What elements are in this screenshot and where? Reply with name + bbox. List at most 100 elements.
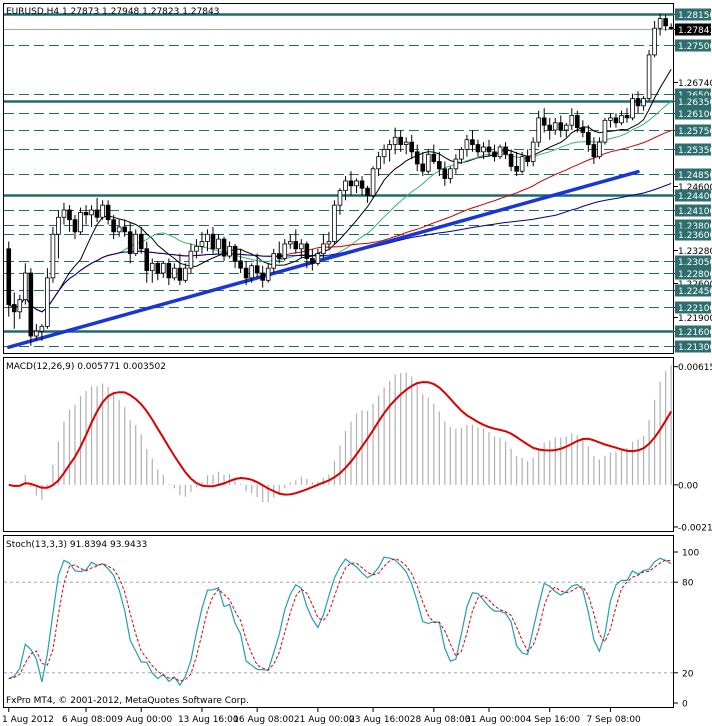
bearish-candle[interactable] (127, 231, 133, 255)
bearish-candle[interactable] (514, 165, 519, 172)
bearish-candle[interactable] (541, 117, 547, 126)
bearish-candle[interactable] (409, 141, 415, 153)
bearish-candle[interactable] (105, 204, 111, 221)
bullish-candle[interactable] (287, 241, 293, 245)
bullish-candle[interactable] (464, 139, 470, 150)
bearish-candle[interactable] (310, 258, 315, 264)
bullish-candle[interactable] (387, 144, 392, 150)
bullish-candle[interactable] (403, 141, 409, 145)
bullish-candle[interactable] (552, 122, 558, 131)
bearish-candle[interactable] (304, 243, 310, 259)
bullish-candle[interactable] (370, 168, 376, 196)
bullish-candle[interactable] (453, 158, 459, 170)
bullish-candle[interactable] (216, 238, 221, 250)
bearish-candle[interactable] (232, 245, 238, 262)
bearish-candle[interactable] (144, 248, 150, 271)
bullish-candle[interactable] (608, 117, 613, 121)
bullish-candle[interactable] (630, 98, 635, 119)
bullish-candle[interactable] (50, 233, 56, 279)
bullish-candle[interactable] (563, 124, 569, 131)
bullish-candle[interactable] (133, 233, 139, 255)
bullish-candle[interactable] (425, 153, 431, 172)
bearish-candle[interactable] (254, 265, 260, 274)
bearish-candle[interactable] (586, 132, 591, 145)
bullish-candle[interactable] (321, 243, 326, 255)
bullish-candle[interactable] (161, 262, 166, 274)
bearish-candle[interactable] (613, 117, 619, 124)
bearish-candle[interactable] (668, 26, 674, 30)
price-pane[interactable] (3, 3, 674, 354)
trend-line[interactable] (7, 169, 640, 349)
bullish-candle[interactable] (459, 149, 464, 160)
bearish-candle[interactable] (508, 153, 514, 167)
bearish-candle[interactable] (486, 146, 492, 153)
bearish-candle[interactable] (503, 146, 508, 155)
bullish-candle[interactable] (56, 216, 61, 235)
bearish-candle[interactable] (260, 272, 265, 281)
bullish-candle[interactable] (381, 149, 387, 158)
bullish-candle[interactable] (23, 272, 28, 301)
bullish-candle[interactable] (17, 299, 23, 313)
bullish-candle[interactable] (481, 146, 486, 153)
bearish-candle[interactable] (575, 115, 580, 129)
bullish-candle[interactable] (100, 204, 105, 218)
bullish-candle[interactable] (315, 253, 321, 264)
bearish-candle[interactable] (547, 124, 553, 131)
stoch-pane[interactable] (3, 535, 674, 708)
bullish-candle[interactable] (641, 98, 646, 107)
bullish-candle[interactable] (45, 277, 50, 327)
bearish-candle[interactable] (138, 233, 144, 250)
bullish-candle[interactable] (448, 168, 453, 179)
bullish-candle[interactable] (271, 253, 277, 269)
bearish-candle[interactable] (276, 253, 282, 259)
bullish-candle[interactable] (536, 117, 541, 143)
bullish-candle[interactable] (116, 226, 122, 233)
bullish-candle[interactable] (188, 250, 194, 269)
bearish-candle[interactable] (492, 151, 497, 158)
bullish-candle[interactable] (354, 180, 359, 187)
bearish-candle[interactable] (442, 168, 448, 179)
bearish-candle[interactable] (359, 180, 365, 189)
bullish-candle[interactable] (172, 267, 177, 279)
bearish-candle[interactable] (663, 18, 668, 27)
bullish-candle[interactable] (183, 267, 188, 281)
bullish-candle[interactable] (265, 267, 271, 281)
bullish-candle[interactable] (657, 18, 663, 29)
bullish-candle[interactable] (519, 156, 525, 172)
bullish-candle[interactable] (249, 265, 254, 279)
bearish-candle[interactable] (67, 209, 72, 221)
bearish-candle[interactable] (293, 241, 299, 250)
bearish-candle[interactable] (591, 144, 597, 158)
bearish-candle[interactable] (431, 153, 437, 162)
bearish-candle[interactable] (210, 233, 216, 250)
bearish-candle[interactable] (624, 115, 630, 119)
bullish-candle[interactable] (597, 141, 602, 158)
bullish-candle[interactable] (376, 156, 381, 170)
bearish-candle[interactable] (635, 98, 641, 107)
bullish-candle[interactable] (39, 325, 45, 332)
bearish-candle[interactable] (166, 262, 172, 279)
bearish-candle[interactable] (398, 136, 403, 145)
bearish-candle[interactable] (475, 144, 481, 153)
bearish-candle[interactable] (177, 267, 183, 281)
macd-pane[interactable] (3, 357, 674, 532)
bearish-candle[interactable] (437, 161, 442, 170)
bullish-candle[interactable] (194, 245, 199, 252)
bullish-candle[interactable] (205, 233, 210, 242)
bullish-candle[interactable] (569, 115, 575, 126)
bullish-candle[interactable] (343, 180, 348, 192)
bearish-candle[interactable] (414, 151, 420, 165)
bearish-candle[interactable] (580, 127, 586, 133)
bullish-candle[interactable] (89, 209, 94, 216)
bullish-candle[interactable] (61, 209, 67, 218)
bullish-candle[interactable] (530, 141, 536, 162)
bearish-candle[interactable] (238, 260, 243, 269)
bullish-candle[interactable] (337, 190, 343, 206)
bearish-candle[interactable] (243, 267, 249, 279)
bullish-candle[interactable] (619, 115, 624, 124)
bearish-candle[interactable] (122, 226, 127, 233)
bearish-candle[interactable] (11, 304, 17, 313)
bullish-candle[interactable] (34, 330, 39, 337)
bearish-candle[interactable] (365, 187, 370, 196)
